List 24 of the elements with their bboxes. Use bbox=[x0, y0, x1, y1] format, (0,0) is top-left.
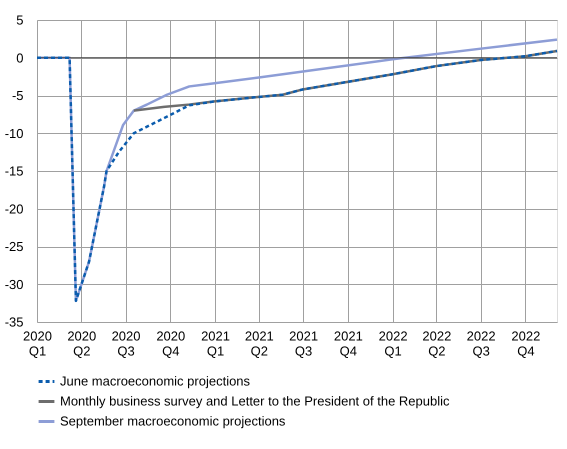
x-tick-label: 2021 Q4 bbox=[334, 328, 363, 358]
x-tick-label: 2022 Q2 bbox=[422, 328, 452, 358]
x-tick-label: 2022 Q1 bbox=[378, 328, 408, 358]
y-tick-label: -10 bbox=[4, 126, 24, 141]
legend-label: Monthly business survey and Letter to the President of the Republic bbox=[60, 394, 450, 408]
y-tick-label: -30 bbox=[4, 276, 24, 292]
legend-label: June macroeconomic projections bbox=[60, 374, 251, 388]
y-tick-label: -20 bbox=[4, 201, 24, 216]
x-tick-label: 2020 Q2 bbox=[67, 328, 96, 358]
y-tick-label: -25 bbox=[4, 239, 24, 254]
y-tick-label: -35 bbox=[4, 314, 24, 330]
x-tick-label: 2021 Q3 bbox=[289, 328, 318, 358]
y-tick-label: 0 bbox=[16, 50, 24, 66]
y-tick-label: -5 bbox=[12, 88, 24, 103]
y-tick-label: 5 bbox=[16, 12, 24, 28]
x-tick-label: 2020 Q3 bbox=[112, 328, 140, 358]
x-tick-label: 2020 Q1 bbox=[23, 328, 52, 358]
y-tick-label: -15 bbox=[4, 164, 24, 178]
legend-label: September macroeconomic projections bbox=[60, 414, 286, 428]
x-tick-label: 2022 Q4 bbox=[511, 328, 540, 358]
x-tick-label: 2021 Q2 bbox=[244, 328, 274, 358]
x-tick-label: 2021 Q1 bbox=[201, 328, 230, 358]
x-tick-label: 2022 Q3 bbox=[466, 328, 496, 358]
x-tick-label: 2020 Q4 bbox=[156, 328, 186, 358]
